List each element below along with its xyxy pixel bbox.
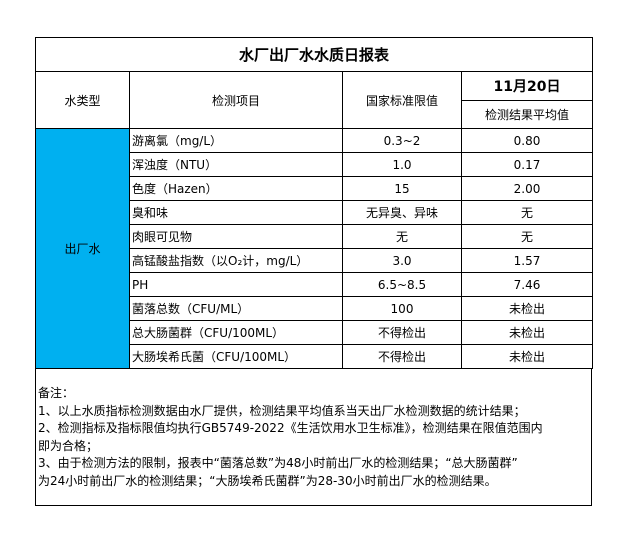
limit-cell: 6.5~8.5 bbox=[342, 272, 462, 297]
item-cell: 菌落总数（CFU/ML） bbox=[129, 296, 343, 321]
limit-cell: 无异臭、异味 bbox=[342, 200, 462, 225]
note-line: 1、以上水质指标检测数据由水厂提供，检测结果平均值系当天出厂水检测数据的统计结果… bbox=[38, 403, 526, 418]
table-row: 浑浊度（NTU） 1.0 0.17 bbox=[36, 152, 594, 177]
water-quality-table: 水厂出厂水水质日报表 水类型 检测项目 国家标准限值 11月20日 检测结果平均… bbox=[34, 37, 594, 369]
item-cell: 色度（Hazen） bbox=[129, 176, 343, 201]
note-line: 为24小时前出厂水的检测结果；“大肠埃希氏菌群”为28-30小时前出厂水的检测结… bbox=[38, 473, 497, 488]
limit-cell: 3.0 bbox=[342, 248, 462, 273]
item-cell: 游离氯（mg/L） bbox=[129, 128, 343, 153]
item-cell: 高锰酸盐指数（以O₂计，mg/L） bbox=[129, 248, 343, 273]
table-row: 出厂水 游离氯（mg/L） 0.3~2 0.80 bbox=[35, 128, 594, 369]
result-cell: 无 bbox=[460, 224, 594, 249]
item-cell: 大肠埃希氏菌（CFU/100ML） bbox=[129, 344, 343, 369]
header-date: 11月20日 bbox=[460, 71, 594, 101]
table-row: 肉眼可见物无无 bbox=[36, 224, 594, 249]
water-type-cell: 出厂水 bbox=[35, 128, 130, 369]
item-cell: 浑浊度（NTU） bbox=[129, 152, 343, 177]
result-cell: 未检出 bbox=[460, 296, 594, 321]
result-cell: 2.00 bbox=[460, 176, 594, 201]
item-cell: PH bbox=[129, 272, 343, 297]
limit-cell: 1.0 bbox=[342, 152, 462, 177]
item-cell: 臭和味 bbox=[129, 200, 343, 225]
table-row: 高锰酸盐指数（以O₂计，mg/L） 3.0 1.57 bbox=[36, 248, 594, 273]
notes-section: 备注： 1、以上水质指标检测数据由水厂提供，检测结果平均值系当天出厂水检测数据的统… bbox=[35, 369, 592, 506]
result-cell: 未检出 bbox=[460, 320, 594, 345]
limit-cell: 不得检出 bbox=[342, 320, 462, 345]
item-cell: 肉眼可见物 bbox=[129, 224, 343, 249]
report-table-container: 水厂出厂水水质日报表 水类型 检测项目 国家标准限值 11月20日 检测结果平均… bbox=[34, 37, 594, 506]
table-row: 总大肠菌群（CFU/100ML） 不得检出 未检出 bbox=[36, 320, 594, 345]
result-cell: 0.17 bbox=[460, 152, 594, 177]
result-cell: 未检出 bbox=[460, 344, 594, 369]
limit-cell: 无 bbox=[342, 224, 462, 249]
table-row: 臭和味 无异臭、异味无 bbox=[36, 200, 594, 225]
header-water-type: 水类型 bbox=[35, 71, 130, 129]
limit-cell: 不得检出 bbox=[342, 344, 462, 369]
note-line: 备注： bbox=[38, 386, 75, 400]
note-line: 2、检测指标及指标限值均执行GB5749-2022《生活饮用水卫生标准》，检测结… bbox=[38, 421, 543, 435]
report-title: 水厂出厂水水质日报表 bbox=[34, 37, 594, 72]
note-line: 即为合格； bbox=[38, 438, 99, 453]
result-cell: 0.80 bbox=[460, 128, 594, 153]
result-cell: 7.46 bbox=[460, 272, 594, 297]
limit-cell: 15 bbox=[342, 176, 462, 201]
table-row: 菌落总数（CFU/ML） 100 未检出 bbox=[36, 296, 594, 321]
header-limit: 国家标准限值 bbox=[342, 71, 462, 129]
header-result: 检测结果平均值 bbox=[460, 100, 594, 129]
table-row: PH 6.5~8.5 7.46 bbox=[36, 272, 594, 297]
table-row: 大肠埃希氏菌（CFU/100ML） 不得检出 未检出 bbox=[36, 344, 594, 369]
table-row: 色度（Hazen） 15 2.00 bbox=[36, 176, 594, 201]
header-item: 检测项目 bbox=[129, 71, 343, 129]
limit-cell: 0.3~2 bbox=[342, 128, 462, 153]
result-cell: 无 bbox=[460, 200, 594, 225]
limit-cell: 100 bbox=[342, 296, 462, 321]
note-line: 3、由于检测方法的限制，报表中“菌落总数”为48小时前出厂水的检测结果；“总大肠… bbox=[38, 456, 518, 470]
item-cell: 总大肠菌群（CFU/100ML） bbox=[129, 320, 343, 345]
result-cell: 1.57 bbox=[460, 248, 594, 273]
